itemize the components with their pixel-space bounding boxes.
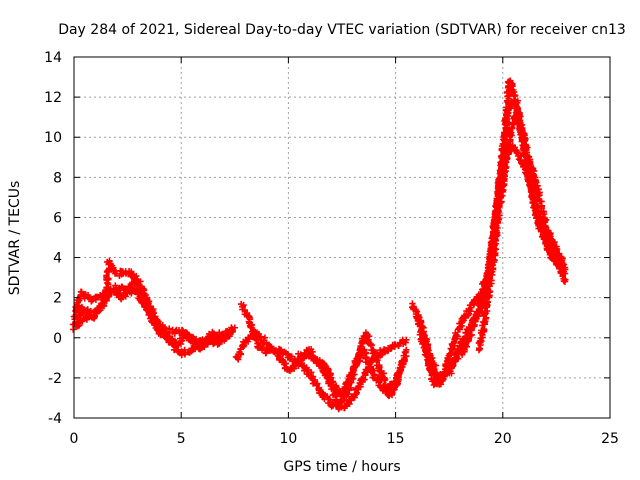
series-markers (475, 107, 569, 354)
x-tick-label: 5 (177, 431, 186, 447)
x-tick-label: 20 (494, 431, 512, 447)
x-tick-label: 0 (70, 431, 79, 447)
y-ticks: -4 -2 0 2 4 6 8 10 12 14 (44, 50, 610, 427)
series-track-f (295, 329, 410, 410)
data-marks (69, 77, 569, 413)
series-track-d (238, 300, 410, 413)
series-track-b (72, 257, 238, 347)
y-tick-label: -4 (48, 411, 62, 427)
series-track-c (69, 274, 232, 353)
y-tick-label: 0 (53, 331, 62, 347)
chart-title: Day 284 of 2021, Sidereal Day-to-day VTE… (58, 22, 626, 38)
y-tick-label: -2 (48, 371, 62, 387)
x-ticks: 0 5 10 15 20 25 (70, 57, 619, 447)
x-tick-label: 10 (279, 431, 297, 447)
series-markers (238, 300, 410, 413)
plot-frame (73, 56, 611, 419)
x-tick-label: 25 (601, 431, 619, 447)
y-tick-label: 12 (44, 90, 62, 106)
series-markers (69, 274, 232, 353)
grid-lines (74, 57, 610, 418)
y-tick-label: 14 (44, 50, 62, 66)
series-markers (295, 329, 410, 410)
series-markers (72, 257, 238, 347)
y-tick-label: 10 (44, 130, 62, 146)
y-axis-label: SDTVAR / TECUs (7, 181, 23, 296)
y-tick-label: 6 (53, 210, 62, 226)
x-tick-label: 15 (387, 431, 405, 447)
y-tick-label: 4 (53, 251, 62, 267)
series-track-j (475, 107, 569, 354)
y-tick-label: 8 (53, 170, 62, 186)
x-axis-label: GPS time / hours (283, 459, 400, 475)
y-tick-label: 2 (53, 291, 62, 307)
